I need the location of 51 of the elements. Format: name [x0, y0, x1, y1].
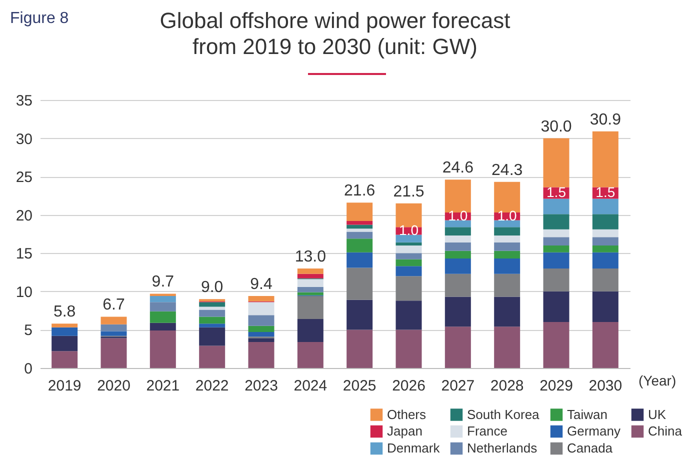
x-tick-label: 2020	[97, 378, 130, 394]
y-tick-label: 0	[24, 360, 32, 378]
total-label: 5.8	[53, 304, 76, 321]
y-tick-label: 35	[16, 92, 32, 110]
x-tick-label: 2026	[392, 378, 426, 394]
total-label: 21.5	[393, 183, 424, 200]
y-tick-label: 10	[16, 284, 32, 301]
total-label: 30.0	[540, 118, 572, 136]
total-label: 24.6	[442, 160, 474, 177]
legend-label: Denmark	[387, 440, 440, 456]
legend-label: China	[648, 424, 683, 438]
data-label: 1.0	[399, 222, 419, 238]
x-tick-label: 2024	[294, 378, 328, 394]
legend-label: Germany	[567, 424, 621, 438]
total-label: 21.6	[344, 182, 376, 200]
data-label: 1.5	[546, 184, 566, 200]
legend-label: Taiwan	[567, 406, 608, 422]
data-label: 1.0	[448, 207, 468, 224]
x-tick-label: 2022	[195, 378, 229, 394]
data-label: 1.0	[497, 207, 518, 224]
legend-label: Canada	[567, 440, 614, 456]
legend-label: Netherlands	[467, 440, 538, 456]
caption: Figure 8	[10, 10, 69, 28]
x-tick-label: 2019	[48, 378, 82, 394]
total-label: 24.3	[492, 162, 523, 179]
total-label: 9.7	[152, 274, 174, 291]
chart-title: Global offshore wind power forecast from 2019 to 2030 (unit: GW)	[160, 8, 510, 59]
legend-label: Japan	[387, 424, 422, 438]
total-label: 6.7	[102, 296, 125, 314]
x-tick-label: 2028	[490, 378, 524, 394]
y-tick-label: 15	[16, 246, 32, 263]
x-tick-label: 2027	[441, 378, 475, 394]
x-tick-label: 2023	[244, 378, 278, 394]
y-tick-label: 30	[16, 130, 32, 148]
legend-label: South Korea	[467, 406, 540, 422]
data-label: 1.5	[596, 184, 616, 200]
x-tick-label: 2029	[540, 378, 573, 394]
x-tick-label: 2025	[342, 378, 376, 394]
total-label: 30.9	[590, 111, 622, 128]
y-tick-label: 20	[16, 207, 32, 224]
x-axis-title: (Year)	[638, 372, 676, 388]
legend-label: Others	[387, 406, 427, 422]
legend-label: France	[467, 424, 508, 438]
total-label: 9.4	[250, 276, 272, 294]
y-tick-label: 25	[16, 169, 32, 186]
x-tick-label: 2021	[146, 378, 180, 394]
x-tick-label: 2030	[588, 378, 622, 394]
total-label: 13.0	[294, 248, 326, 266]
legend-label: UK	[648, 406, 666, 422]
y-tick-label: 5	[24, 322, 32, 340]
total-label: 9.0	[200, 279, 224, 296]
